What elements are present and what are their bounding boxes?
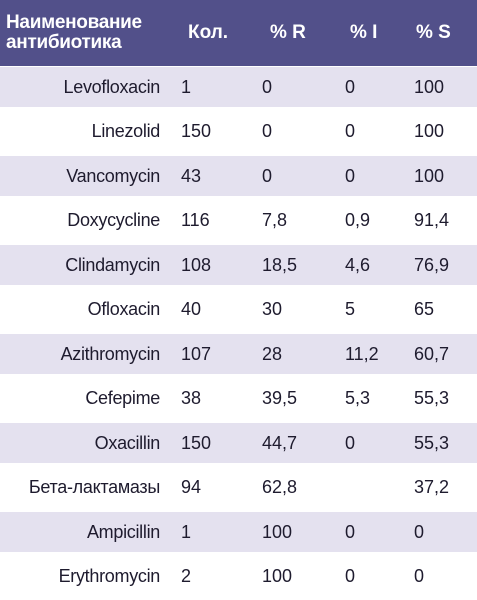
table-row: Ofloxacin 40 30 5 65 — [0, 288, 477, 330]
table-row: Ampicillin 1 100 0 0 — [0, 511, 477, 553]
cell-percent-s: 91,4 — [414, 210, 450, 231]
cell-percent-r: 62,8 — [262, 477, 298, 498]
cell-percent-i: 0 — [345, 76, 356, 97]
header-count: Кол. — [188, 22, 229, 43]
header-percent-r: % R — [270, 22, 306, 43]
table-row: Cefepime 38 39,5 5,3 55,3 — [0, 377, 477, 419]
cell-percent-s: 100 — [414, 165, 445, 186]
cell-percent-r: 0 — [262, 121, 273, 142]
cell-percent-i: 0,9 — [345, 210, 371, 231]
table-row: Бета-лактамазы 94 62,8 37,2 — [0, 466, 477, 508]
cell-count: 94 — [181, 477, 202, 498]
cell-count: 38 — [181, 388, 202, 409]
cell-antibiotic-name: Doxycycline — [67, 210, 160, 231]
cell-percent-r: 18,5 — [262, 254, 298, 275]
cell-percent-r: 100 — [262, 521, 293, 542]
cell-percent-i: 0 — [345, 165, 356, 186]
table-row: Levofloxacin 1 0 0 100 — [0, 66, 477, 108]
table-row: Azithromycin 107 28 11,2 60,7 — [0, 333, 477, 375]
table-row: Oxacillin 150 44,7 0 55,3 — [0, 422, 477, 464]
cell-antibiotic-name: Vancomycin — [66, 165, 160, 186]
cell-antibiotic-name: Ofloxacin — [87, 299, 161, 320]
cell-percent-s: 0 — [414, 566, 425, 587]
table-header-row: Наименование антибиотика Кол. % R % I % … — [0, 0, 477, 66]
cell-antibiotic-name: Ampicillin — [86, 521, 160, 542]
cell-percent-r: 30 — [262, 299, 283, 320]
cell-count: 40 — [181, 299, 202, 320]
cell-percent-i: 0 — [345, 432, 356, 453]
cell-antibiotic-name: Linezolid — [91, 121, 161, 142]
cell-count: 150 — [181, 432, 212, 453]
table-row: Erythromycin 2 100 0 0 — [0, 555, 477, 597]
cell-percent-r: 28 — [262, 343, 283, 364]
table-row: Doxycycline 116 7,8 0,9 91,4 — [0, 199, 477, 241]
cell-percent-i: 0 — [345, 121, 356, 142]
cell-percent-r: 0 — [262, 76, 273, 97]
cell-antibiotic-name: Oxacillin — [94, 432, 161, 453]
table-row: Clindamycin 108 18,5 4,6 76,9 — [0, 244, 477, 286]
cell-antibiotic-name: Levofloxacin — [63, 76, 161, 97]
cell-percent-i: 0 — [345, 521, 356, 542]
cell-percent-i: 5,3 — [345, 388, 371, 409]
cell-percent-s: 100 — [414, 121, 445, 142]
cell-percent-s: 76,9 — [414, 254, 450, 275]
cell-count: 1 — [181, 521, 192, 542]
cell-antibiotic-name: Azithromycin — [60, 343, 161, 364]
cell-antibiotic-name: Erythromycin — [58, 566, 161, 587]
cell-count: 43 — [181, 165, 202, 186]
cell-count: 2 — [181, 566, 192, 587]
cell-percent-i: 11,2 — [345, 343, 379, 364]
cell-count: 150 — [181, 121, 212, 142]
cell-percent-s: 0 — [414, 521, 425, 542]
cell-count: 116 — [181, 210, 210, 231]
header-percent-i: % I — [350, 22, 378, 43]
cell-percent-s: 100 — [414, 76, 445, 97]
table-row: Linezolid 150 0 0 100 — [0, 110, 477, 152]
cell-percent-i: 4,6 — [345, 254, 371, 275]
cell-antibiotic-name: Cefepime — [85, 388, 160, 409]
cell-percent-i: 0 — [345, 566, 356, 587]
cell-count: 107 — [181, 343, 212, 364]
cell-count: 108 — [181, 254, 212, 275]
cell-antibiotic-name: Бета-лактамазы — [28, 477, 160, 498]
cell-count: 1 — [181, 76, 192, 97]
cell-percent-s: 55,3 — [414, 432, 450, 453]
cell-percent-r: 100 — [262, 566, 293, 587]
cell-percent-r: 39,5 — [262, 388, 298, 409]
cell-percent-s: 60,7 — [414, 343, 450, 364]
cell-percent-s: 37,2 — [414, 477, 450, 498]
cell-percent-r: 44,7 — [262, 432, 298, 453]
header-percent-s: % S — [416, 22, 451, 43]
cell-percent-s: 55,3 — [414, 388, 450, 409]
cell-percent-r: 0 — [262, 165, 273, 186]
cell-percent-s: 65 — [414, 299, 435, 320]
cell-percent-i: 5 — [345, 299, 356, 320]
cell-percent-r: 7,8 — [262, 210, 288, 231]
header-antibiotic-name: Наименование антибиотика — [6, 12, 142, 53]
cell-antibiotic-name: Clindamycin — [65, 254, 160, 275]
table-row: Vancomycin 43 0 0 100 — [0, 155, 477, 197]
